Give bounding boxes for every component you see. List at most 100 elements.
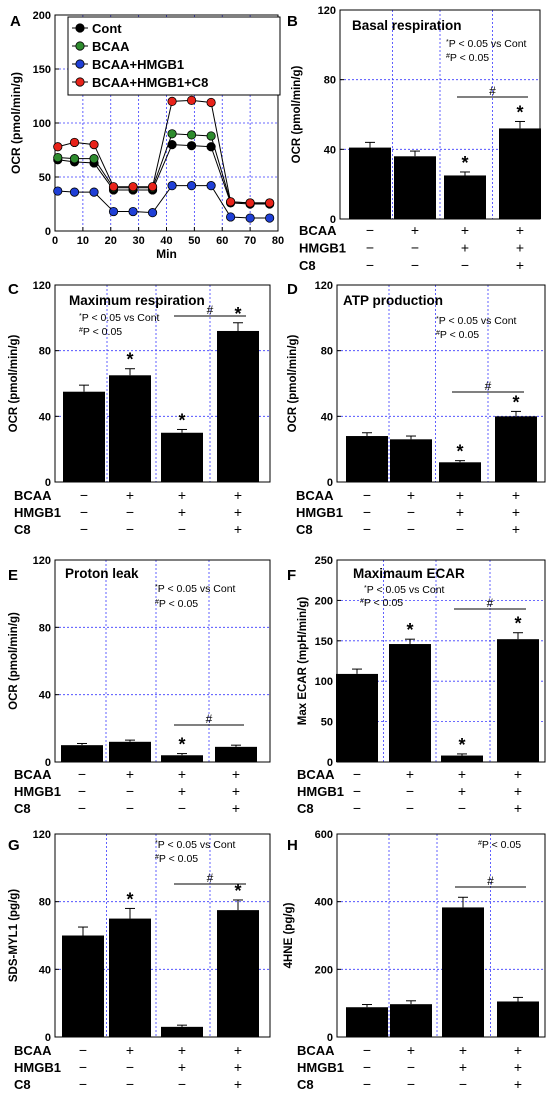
condition-sign: − [80,504,88,520]
panel-title: Basal respiration [352,18,462,33]
panel-letter: B [287,13,298,30]
condition-sign: + [458,766,466,782]
condition-sign: − [363,521,371,537]
note-text: P < 0.05 vs Cont [158,583,236,595]
significance-note: #P < 0.05 [436,329,479,341]
condition-sign: − [363,1042,371,1058]
bar [217,330,259,482]
condition-sign: + [234,504,242,520]
panel-letter: H [287,837,298,854]
significance-hash: # [207,871,214,885]
condition-sign: + [407,1042,415,1058]
y-tick-label: 150 [33,64,51,76]
significance-note: *P < 0.05 vs Cont [155,839,236,851]
panel-letter: E [8,567,18,584]
data-point [69,137,80,148]
data-point [89,140,99,150]
y-tick-label: 120 [315,280,333,292]
y-tick-label: 40 [39,964,51,976]
condition-sign: + [178,487,186,503]
bar [161,1026,203,1037]
condition-sign: − [178,1076,186,1092]
condition-label: C8 [14,801,31,816]
significance-note: *P < 0.05 vs Cont [436,315,517,327]
y-axis-label: Max ECAR (mpH/min/g) [297,597,309,726]
significance-note: #P < 0.05 [155,598,198,610]
y-axis-label: OCR (pmol/min/g) [287,334,299,432]
condition-sign: + [512,504,520,520]
y-tick-label: 200 [33,10,51,22]
note-text: P < 0.05 vs Cont [367,584,445,596]
note-symbol: * [155,584,158,591]
condition-sign: − [366,240,374,256]
condition-sign: + [234,1042,242,1058]
condition-label: HMGB1 [14,1060,61,1075]
condition-label: BCAA [14,767,52,782]
note-symbol: # [155,854,159,861]
condition-sign: − [461,257,469,273]
y-tick-label: 250 [315,555,333,567]
y-tick-label: 120 [33,280,51,292]
condition-sign: + [406,766,414,782]
significance-star: * [126,889,133,909]
condition-sign: − [353,783,361,799]
y-axis-label: OCR (pmol/min/g) [9,72,23,174]
significance-hash: # [487,874,494,888]
data-point [69,187,80,197]
panel-letter: A [10,13,21,30]
condition-sign: − [407,521,415,537]
significance-star: * [178,735,185,755]
bar [109,375,151,482]
y-tick-label: 200 [315,595,333,607]
panel-title: Proton leak [65,566,139,581]
bar [439,462,481,482]
condition-sign: + [234,521,242,537]
x-tick-label: 80 [272,235,284,247]
note-symbol: * [446,39,449,46]
data-point [108,182,119,192]
significance-hash: # [206,712,213,726]
condition-sign: − [126,504,134,520]
bar [161,755,203,762]
bar [62,935,104,1037]
condition-label: C8 [297,801,314,816]
data-point [245,213,255,223]
condition-label: BCAA [296,488,334,503]
condition-sign: − [456,521,464,537]
y-tick-label: 600 [315,829,333,841]
y-tick-label: 80 [39,622,51,634]
data-point [167,181,177,191]
condition-sign: + [514,800,522,816]
condition-sign: + [456,504,464,520]
condition-sign: − [366,257,374,273]
note-symbol: * [79,313,82,320]
legend-box [67,16,281,96]
data-point [128,206,138,217]
y-tick-label: 80 [321,346,333,358]
y-tick-label: 120 [318,5,336,17]
panel-letter: G [8,837,20,854]
condition-sign: − [366,222,374,238]
x-tick-label: 30 [133,235,145,247]
y-tick-label: 0 [327,477,333,489]
y-tick-label: 80 [324,75,336,87]
panel-title: Maximum respiration [69,293,205,308]
condition-sign: − [353,800,361,816]
y-tick-label: 400 [315,897,333,909]
significance-note: #P < 0.05 [446,52,489,64]
x-tick-label: 10 [77,235,89,247]
y-tick-label: 80 [39,346,51,358]
condition-label: HMGB1 [14,505,61,520]
condition-sign: − [79,1042,87,1058]
panel-letter: C [8,281,19,298]
bar [61,745,103,762]
bar [109,918,151,1037]
significance-note: #P < 0.05 [360,597,403,609]
y-axis-label: 4HNE (pg/g) [283,902,295,968]
data-point [186,95,197,105]
significance-note: *P < 0.05 vs Cont [364,584,445,596]
condition-sign: − [458,800,466,816]
y-tick-label: 50 [39,172,51,184]
data-point [186,181,197,191]
